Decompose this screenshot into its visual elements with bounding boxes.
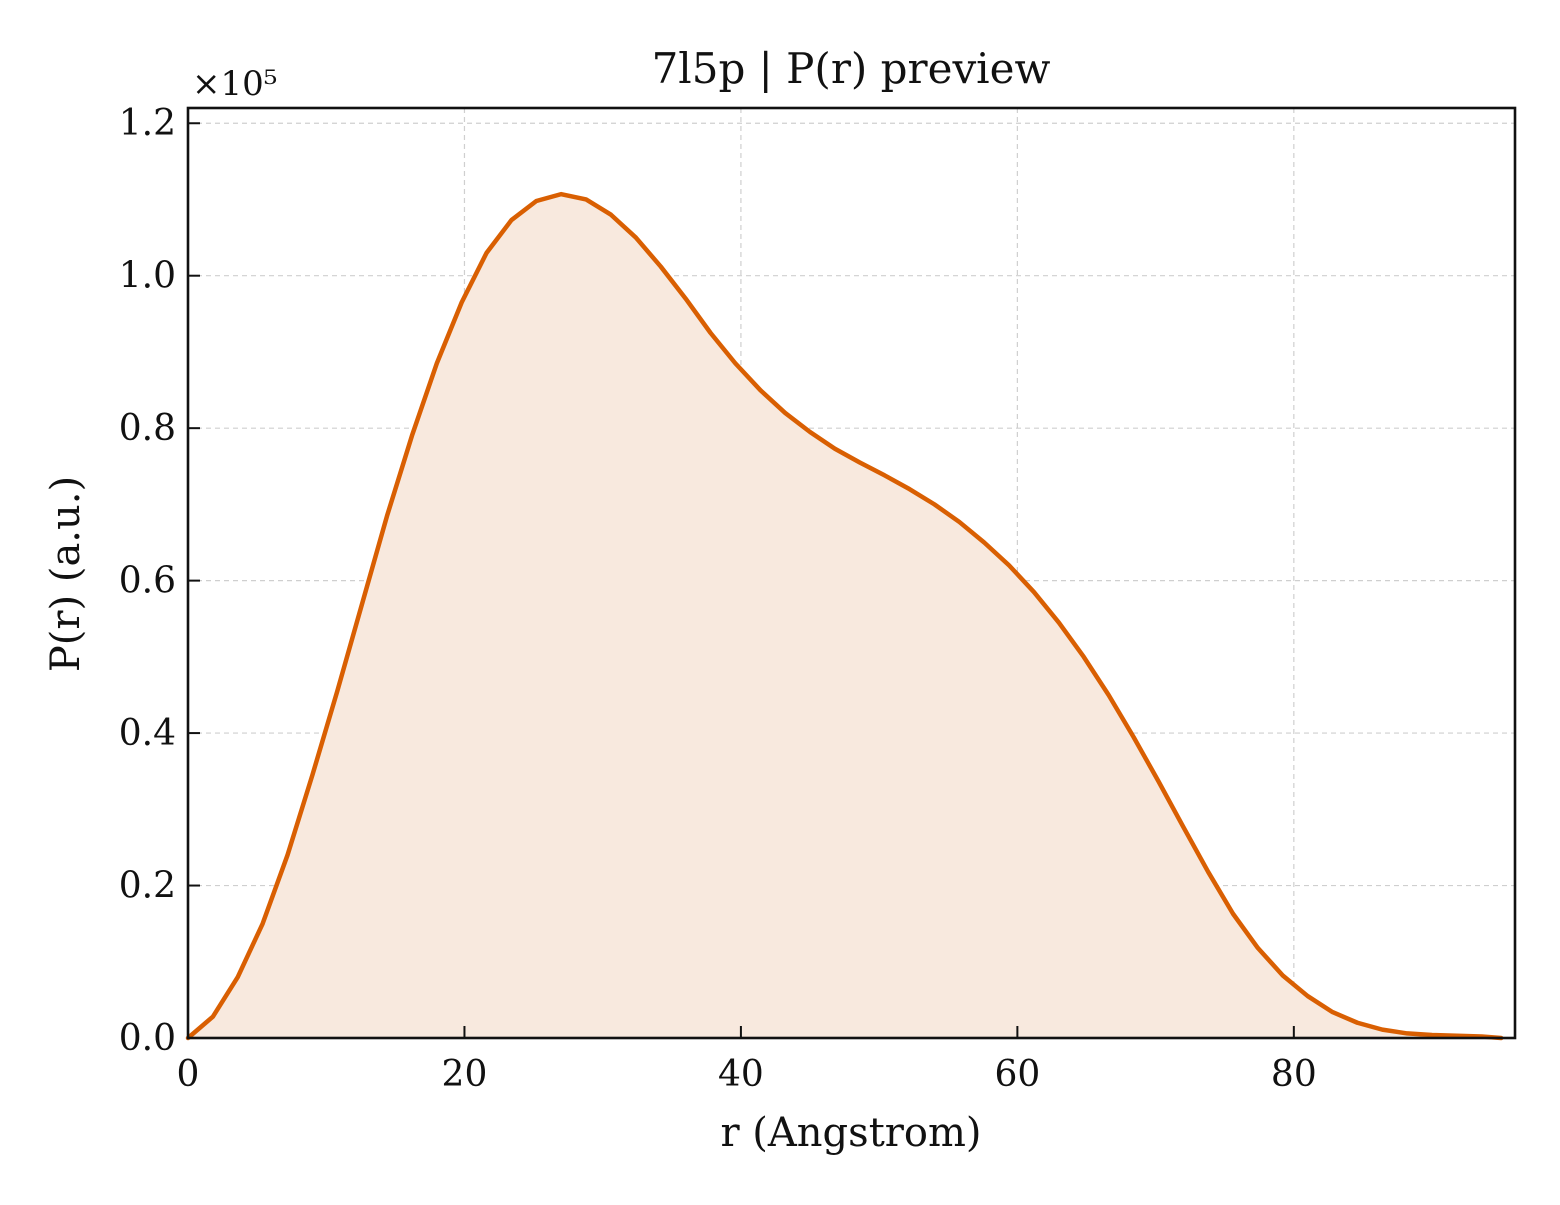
x-tick-label: 80: [1271, 1054, 1317, 1095]
y-tick-label: 0.4: [119, 713, 176, 754]
x-axis-title: r (Angstrom): [720, 1110, 981, 1156]
y-tick-label: 1.0: [119, 256, 176, 297]
axes-layer: 0 20 40 60 80 0.0 0.2 0.4 0.6 0.8 1.0 1.2: [119, 103, 1517, 1095]
y-tick-label: 0.8: [119, 408, 176, 449]
plot-frame: [186, 106, 1517, 1040]
y-tick-label: 0.6: [119, 561, 176, 602]
line-layer: [185, 191, 1504, 1041]
x-tick-label: 0: [177, 1054, 200, 1095]
x-tick-label: 60: [994, 1054, 1040, 1095]
chart-title: 7l5p | P(r) preview: [652, 44, 1051, 93]
y-tick-label: 0.2: [119, 866, 176, 907]
y-tick-label: 0.0: [119, 1018, 176, 1059]
area-layer: [188, 194, 1502, 1038]
x-tick-label: 20: [442, 1054, 488, 1095]
y-axis-multiplier: ×10⁵: [192, 64, 277, 104]
y-axis-title: P(r) (a.u.): [43, 476, 89, 672]
x-tick-label: 40: [718, 1054, 764, 1095]
y-tick-label: 1.2: [119, 103, 176, 144]
series-line: [185, 191, 1504, 1041]
series-area-fill: [188, 194, 1502, 1038]
